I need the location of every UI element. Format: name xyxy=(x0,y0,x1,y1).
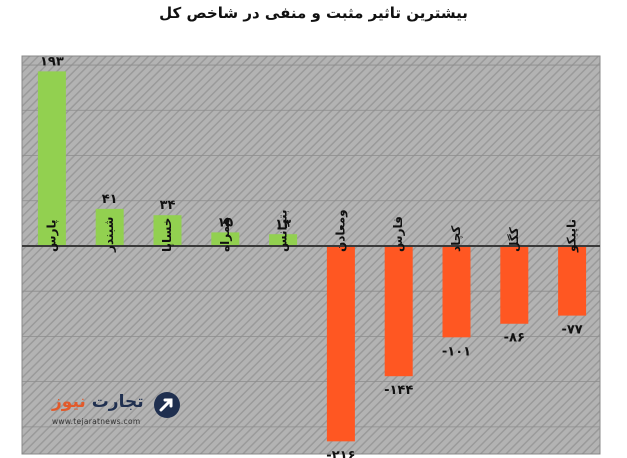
data-label: ۱۹۳ xyxy=(40,54,64,69)
logo-text-part1: تجارت xyxy=(91,392,144,412)
category-label: پارس xyxy=(44,219,58,251)
logo-text-part2: نیوز xyxy=(52,392,86,412)
category-label: همراه xyxy=(218,217,232,252)
bar xyxy=(153,215,182,246)
data-label: ۴۱ xyxy=(102,192,118,207)
bar xyxy=(384,245,413,377)
chart-title: بیشترین تاثیر مثبت و منفی در شاخص کل xyxy=(159,4,468,22)
category-label: خساپا xyxy=(160,218,174,252)
arrow-up-right-circle-icon xyxy=(154,392,180,418)
bar xyxy=(37,71,66,246)
bar xyxy=(326,245,355,442)
category-label: ومعادن xyxy=(333,209,348,252)
bar xyxy=(269,234,298,246)
data-label: ۱۵ xyxy=(217,215,233,230)
data-label: -۱۴۴ xyxy=(384,383,413,398)
bar xyxy=(211,232,240,246)
bars xyxy=(37,71,587,442)
category-label: کچاد xyxy=(449,226,463,252)
data-label: -۲۱۶ xyxy=(326,448,355,458)
data-label: ۱۳ xyxy=(275,217,291,232)
bar xyxy=(95,208,124,246)
category-label: کگل xyxy=(507,227,521,252)
data-label: -۷۷ xyxy=(561,323,582,338)
bar xyxy=(558,245,587,316)
logo-website: www.tejaratnews.com xyxy=(52,417,141,426)
data-label: -۸۶ xyxy=(504,331,525,346)
logo-text: تجارت نیوز xyxy=(52,392,144,412)
brand-logo: تجارت نیوز www.tejaratnews.com xyxy=(46,388,186,432)
data-label: ۳۴ xyxy=(160,198,176,213)
category-label: بترانس xyxy=(276,210,290,252)
bar xyxy=(500,245,529,324)
category-label: فارس xyxy=(391,216,405,252)
data-label: -۱۰۱ xyxy=(442,344,471,359)
category-label: تاپیکو xyxy=(565,219,580,253)
bar xyxy=(442,245,471,338)
category-label: شبندر xyxy=(102,217,116,253)
